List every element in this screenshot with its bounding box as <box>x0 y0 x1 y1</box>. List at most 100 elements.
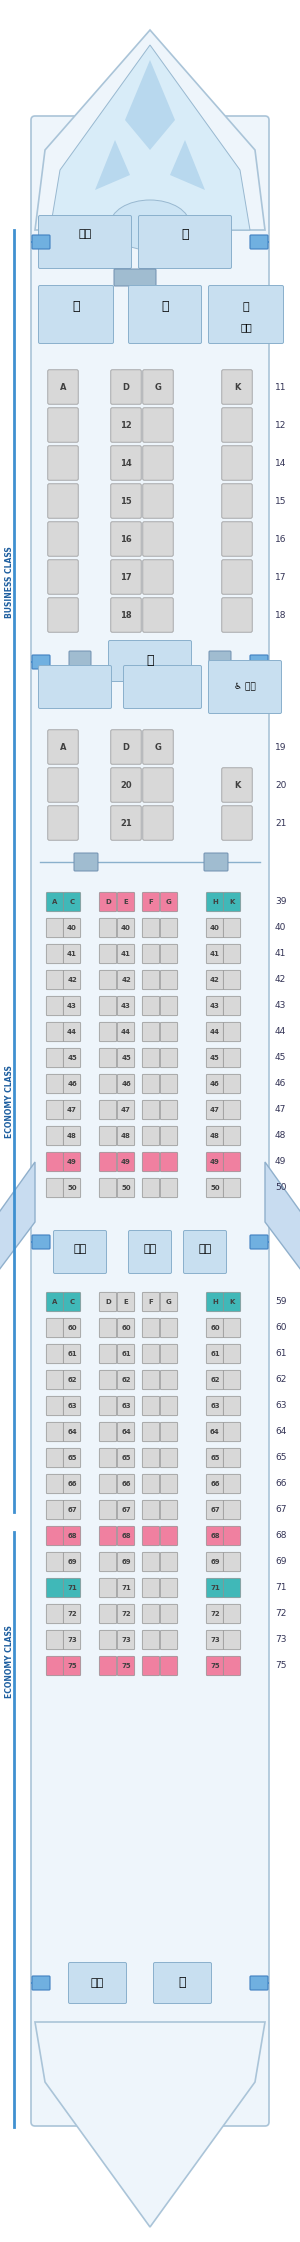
Text: ECONOMY CLASS: ECONOMY CLASS <box>5 1625 14 1699</box>
FancyBboxPatch shape <box>46 1605 64 1623</box>
Text: 60: 60 <box>275 1323 286 1332</box>
FancyBboxPatch shape <box>48 805 78 841</box>
FancyBboxPatch shape <box>208 661 281 713</box>
Text: 66: 66 <box>275 1480 286 1489</box>
Text: 65: 65 <box>275 1453 286 1462</box>
FancyBboxPatch shape <box>99 1318 117 1338</box>
Text: ♿ 🚹🚺: ♿ 🚹🚺 <box>234 682 256 691</box>
FancyBboxPatch shape <box>46 1397 64 1415</box>
FancyBboxPatch shape <box>223 1551 241 1572</box>
FancyBboxPatch shape <box>206 1318 224 1338</box>
FancyBboxPatch shape <box>46 944 64 964</box>
FancyBboxPatch shape <box>160 1370 178 1390</box>
Text: C: C <box>69 899 75 906</box>
Text: 42: 42 <box>121 978 131 982</box>
FancyBboxPatch shape <box>111 805 141 841</box>
FancyBboxPatch shape <box>160 1657 178 1675</box>
FancyBboxPatch shape <box>63 1527 81 1545</box>
FancyBboxPatch shape <box>117 1448 135 1469</box>
FancyBboxPatch shape <box>99 944 117 964</box>
Text: 50: 50 <box>67 1186 77 1191</box>
FancyBboxPatch shape <box>206 1448 224 1469</box>
FancyBboxPatch shape <box>117 971 135 989</box>
FancyBboxPatch shape <box>46 1475 64 1493</box>
FancyBboxPatch shape <box>99 1291 117 1312</box>
Text: 68: 68 <box>121 1534 131 1538</box>
FancyBboxPatch shape <box>46 892 64 912</box>
FancyBboxPatch shape <box>160 1527 178 1545</box>
Text: D: D <box>105 1298 111 1305</box>
Text: D: D <box>122 383 130 392</box>
FancyBboxPatch shape <box>142 1074 160 1094</box>
FancyBboxPatch shape <box>63 995 81 1016</box>
FancyBboxPatch shape <box>117 1101 135 1119</box>
FancyBboxPatch shape <box>63 1657 81 1675</box>
FancyBboxPatch shape <box>206 919 224 937</box>
FancyBboxPatch shape <box>142 1345 160 1363</box>
FancyBboxPatch shape <box>142 1318 160 1338</box>
FancyBboxPatch shape <box>63 1370 81 1390</box>
Text: 41: 41 <box>275 951 286 960</box>
FancyBboxPatch shape <box>206 1074 224 1094</box>
FancyBboxPatch shape <box>223 1318 241 1338</box>
FancyBboxPatch shape <box>206 1551 224 1572</box>
Text: 50: 50 <box>275 1184 286 1193</box>
Text: 42: 42 <box>67 978 77 982</box>
Text: 43: 43 <box>210 1002 220 1009</box>
FancyBboxPatch shape <box>206 1049 224 1067</box>
Text: 43: 43 <box>67 1002 77 1009</box>
Text: G: G <box>154 742 161 751</box>
Text: 15: 15 <box>120 495 132 504</box>
FancyBboxPatch shape <box>222 484 252 518</box>
Text: 40: 40 <box>275 924 286 933</box>
FancyBboxPatch shape <box>143 484 173 518</box>
FancyBboxPatch shape <box>223 1179 241 1197</box>
Text: 45: 45 <box>121 1056 131 1060</box>
FancyBboxPatch shape <box>128 285 202 343</box>
Text: D: D <box>105 899 111 906</box>
Text: 68: 68 <box>67 1534 77 1538</box>
FancyBboxPatch shape <box>48 767 78 803</box>
Text: 61: 61 <box>121 1352 131 1356</box>
FancyBboxPatch shape <box>46 1421 64 1442</box>
FancyBboxPatch shape <box>48 522 78 556</box>
FancyBboxPatch shape <box>63 1448 81 1469</box>
Text: 11: 11 <box>275 383 286 392</box>
FancyBboxPatch shape <box>160 1475 178 1493</box>
FancyBboxPatch shape <box>99 1152 117 1173</box>
Text: 46: 46 <box>67 1081 77 1087</box>
Text: 12: 12 <box>120 421 132 430</box>
FancyBboxPatch shape <box>99 1022 117 1043</box>
FancyBboxPatch shape <box>63 919 81 937</box>
Text: 17: 17 <box>120 572 132 581</box>
FancyBboxPatch shape <box>223 1125 241 1146</box>
FancyBboxPatch shape <box>223 1049 241 1067</box>
Ellipse shape <box>110 200 190 251</box>
Text: 69: 69 <box>275 1558 286 1567</box>
FancyBboxPatch shape <box>99 1049 117 1067</box>
Text: 40: 40 <box>67 926 77 930</box>
FancyBboxPatch shape <box>46 1125 64 1146</box>
Text: 46: 46 <box>210 1081 220 1087</box>
FancyBboxPatch shape <box>142 1475 160 1493</box>
Text: 49: 49 <box>121 1159 131 1166</box>
FancyBboxPatch shape <box>63 1475 81 1493</box>
Text: 63: 63 <box>210 1403 220 1408</box>
FancyBboxPatch shape <box>111 522 141 556</box>
FancyBboxPatch shape <box>111 370 141 404</box>
Text: 40: 40 <box>121 926 131 930</box>
FancyBboxPatch shape <box>160 1049 178 1067</box>
Text: K: K <box>234 383 240 392</box>
FancyBboxPatch shape <box>142 1421 160 1442</box>
FancyBboxPatch shape <box>69 650 91 675</box>
Text: 73: 73 <box>210 1637 220 1643</box>
FancyBboxPatch shape <box>111 484 141 518</box>
FancyBboxPatch shape <box>117 1345 135 1363</box>
Text: 67: 67 <box>67 1507 77 1513</box>
FancyBboxPatch shape <box>38 666 112 708</box>
FancyBboxPatch shape <box>48 484 78 518</box>
Text: 🚹🚺: 🚹🚺 <box>198 1244 212 1253</box>
FancyBboxPatch shape <box>48 560 78 594</box>
FancyBboxPatch shape <box>117 1578 135 1599</box>
Text: 49: 49 <box>67 1159 77 1166</box>
